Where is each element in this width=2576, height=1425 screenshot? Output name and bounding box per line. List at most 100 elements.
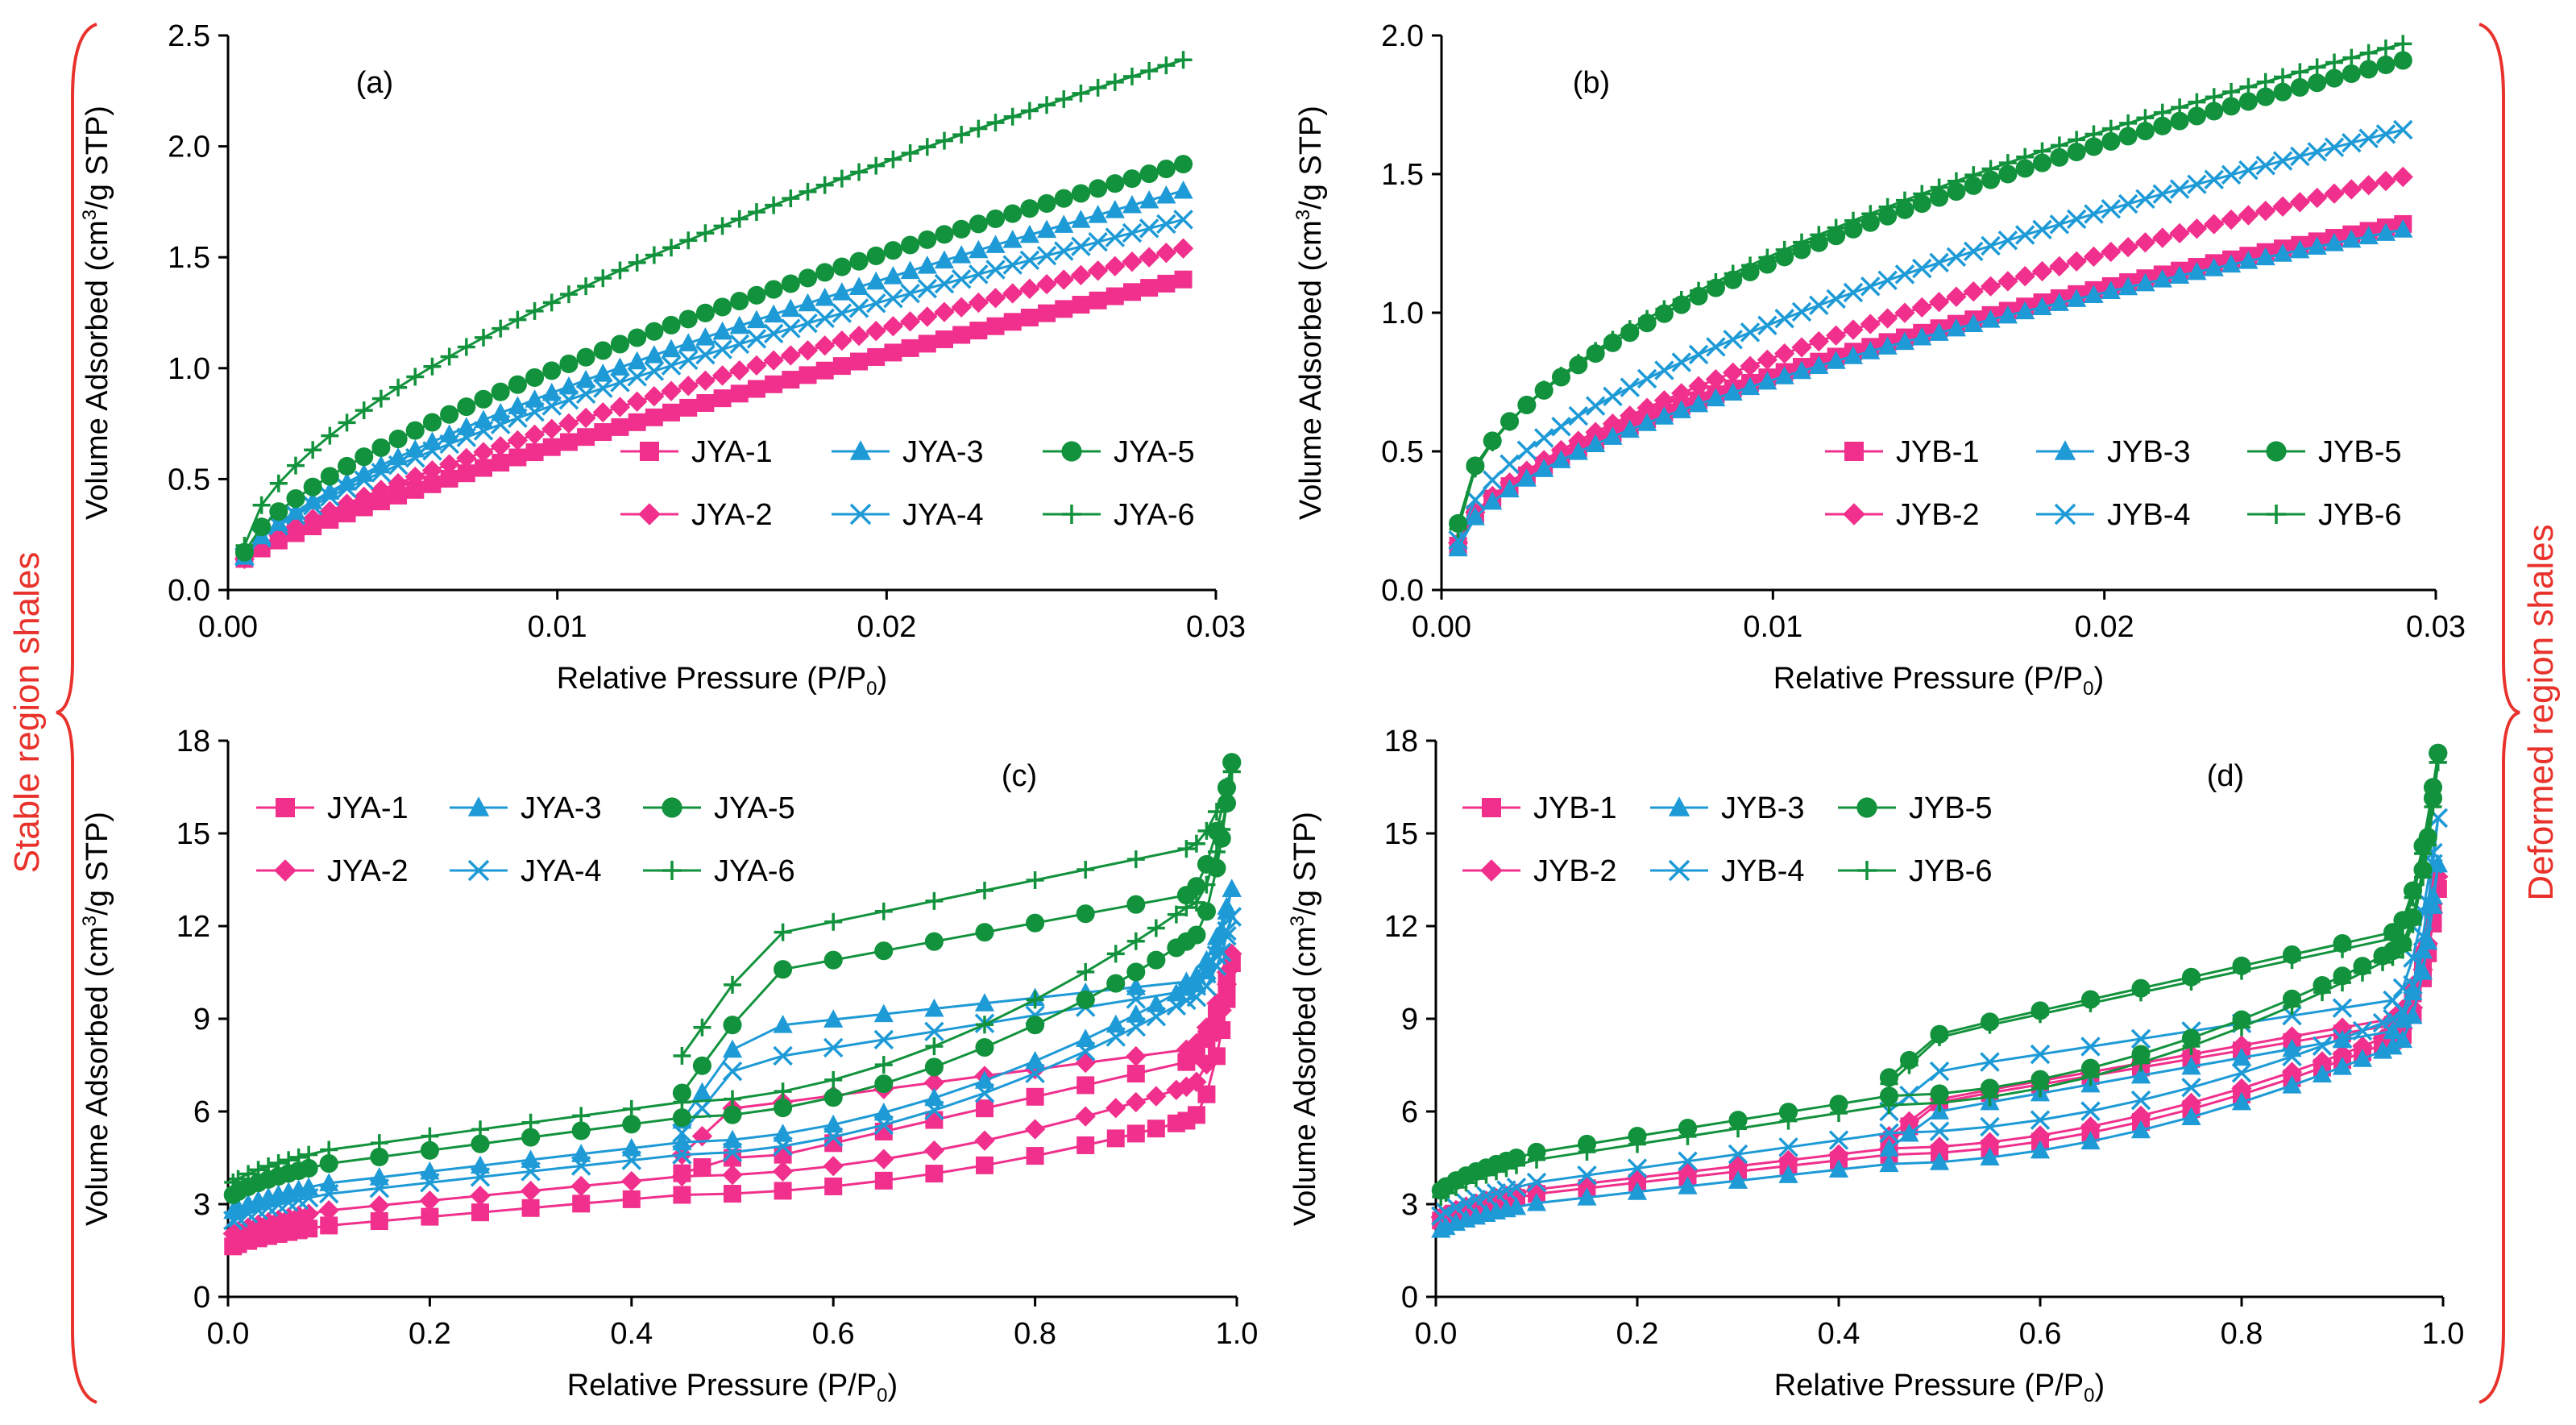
data-point xyxy=(610,334,630,354)
data-point xyxy=(985,209,1006,228)
data-point xyxy=(969,214,988,234)
y-tick-label: 0.0 xyxy=(168,574,210,608)
data-point xyxy=(774,1182,792,1200)
legend: JYB-1 JYB-2 JYB-3 JYB-4 JYB-5 JYB-6 xyxy=(1825,435,2401,532)
data-point xyxy=(2290,146,2310,167)
data-point xyxy=(925,891,944,910)
data-point xyxy=(2032,153,2052,172)
data-point xyxy=(280,1151,298,1169)
left-brace xyxy=(56,23,97,1404)
legend-label: JYA-1 xyxy=(327,791,409,825)
data-point xyxy=(354,486,375,507)
data-point xyxy=(823,1037,844,1058)
data-point xyxy=(1076,861,1095,879)
data-point xyxy=(951,268,972,289)
data-point xyxy=(832,282,852,301)
data-point xyxy=(1587,342,1605,360)
data-point xyxy=(763,323,784,344)
data-point xyxy=(798,268,818,288)
data-point xyxy=(2393,119,2413,140)
data-point xyxy=(678,333,699,351)
data-point xyxy=(713,297,732,317)
data-point xyxy=(1140,279,1159,297)
data-point xyxy=(934,273,955,294)
data-point xyxy=(388,430,408,449)
series-JYA-2 xyxy=(222,943,1242,1244)
data-point xyxy=(1946,286,1967,307)
panel-c: 0 3 6 9 12 15 18 0.0 0.2 0.4 0.6 0.8 1.0 Relative Pre… xyxy=(79,725,1258,1406)
data-point xyxy=(1075,1041,1096,1061)
data-point xyxy=(2101,119,2120,138)
data-point xyxy=(1636,368,1657,389)
data-point xyxy=(1105,200,1125,218)
series-JYA-5 xyxy=(223,753,1242,1204)
y-tick-label: 0.5 xyxy=(168,463,210,496)
data-point xyxy=(2342,48,2361,67)
data-point xyxy=(298,1203,319,1224)
data-point xyxy=(2383,948,2402,966)
data-point xyxy=(320,1216,338,1235)
data-point xyxy=(815,361,834,380)
data-point xyxy=(850,352,869,371)
data-point xyxy=(1020,199,1039,218)
data-point xyxy=(252,496,271,514)
data-point xyxy=(492,453,510,472)
data-point xyxy=(1197,875,1216,894)
data-point xyxy=(918,138,936,156)
data-point xyxy=(473,442,494,463)
data-point xyxy=(924,1100,944,1120)
data-point xyxy=(848,298,869,318)
data-point xyxy=(2231,1091,2252,1111)
data-point xyxy=(1173,155,1193,174)
data-point xyxy=(2383,1036,2403,1055)
data-point xyxy=(508,408,528,429)
data-point xyxy=(799,366,817,384)
data-point xyxy=(2030,1125,2051,1146)
data-point xyxy=(1177,840,1196,858)
legend-item: JYA-3 xyxy=(450,791,602,825)
y-tick-label: 6 xyxy=(1401,1095,1418,1129)
data-point xyxy=(1087,260,1109,281)
data-point xyxy=(406,480,425,499)
data-point xyxy=(337,456,357,476)
data-point xyxy=(874,902,893,920)
data-point xyxy=(2067,289,2087,307)
legend-marker xyxy=(1844,442,1864,461)
data-point xyxy=(1055,300,1073,318)
data-point xyxy=(1122,222,1143,243)
data-point xyxy=(558,376,579,395)
data-point xyxy=(406,368,425,386)
data-point xyxy=(1551,416,1571,437)
y-tick-label: 15 xyxy=(176,817,210,851)
data-point xyxy=(1878,197,1897,216)
data-point xyxy=(2375,170,2396,192)
legend-marker xyxy=(1480,859,1503,882)
x-tick-label: 0.2 xyxy=(409,1317,451,1351)
data-point xyxy=(1877,336,1898,355)
data-point xyxy=(474,389,493,409)
data-point xyxy=(1728,1170,1748,1189)
data-point xyxy=(571,1121,591,1140)
data-point xyxy=(1506,1196,1527,1215)
data-point xyxy=(610,372,630,393)
data-point xyxy=(1707,273,1725,291)
data-point xyxy=(2372,1012,2393,1033)
data-point xyxy=(986,317,1005,335)
data-point xyxy=(304,441,322,459)
panel-label: (c) xyxy=(1002,759,1037,793)
legend-label: JYA-4 xyxy=(902,498,984,532)
x-tick-label: 0.0 xyxy=(1415,1317,1458,1351)
data-point xyxy=(299,1177,319,1196)
data-point xyxy=(369,1167,389,1186)
data-point xyxy=(593,341,612,360)
data-point xyxy=(541,396,562,416)
legend-label: JYA-5 xyxy=(1114,435,1195,469)
data-point xyxy=(874,1074,894,1094)
data-point xyxy=(422,413,442,432)
data-point xyxy=(1826,325,1847,346)
data-point xyxy=(1740,355,1761,376)
data-point xyxy=(662,403,681,422)
data-point xyxy=(1877,270,1898,291)
data-point xyxy=(2231,1078,2252,1099)
legend-label: JYB-4 xyxy=(1721,854,1804,888)
